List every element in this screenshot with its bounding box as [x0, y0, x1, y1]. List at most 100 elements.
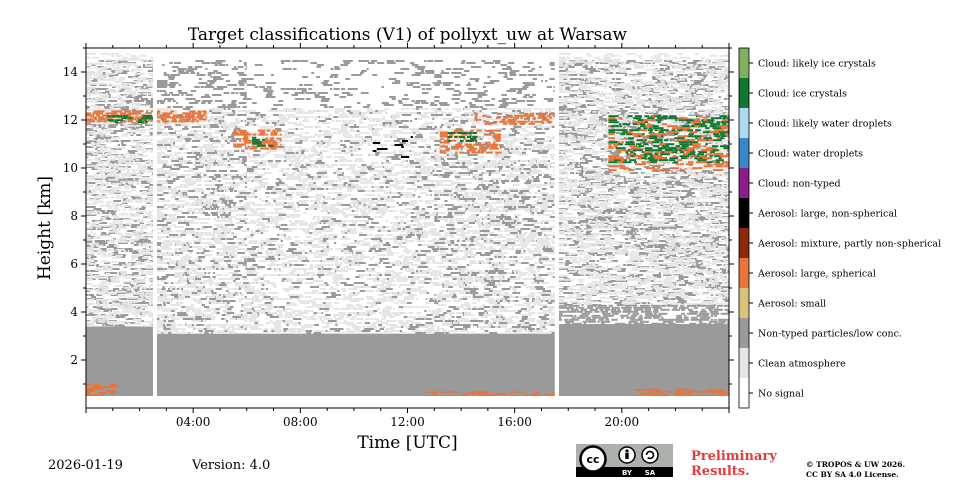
heatmap-cell [122, 84, 128, 87]
heatmap-cell [577, 222, 583, 224]
heatmap-cell [716, 264, 723, 266]
heatmap-cell [727, 320, 729, 323]
heatmap-cell [129, 240, 134, 243]
heatmap-cell [124, 320, 130, 323]
heatmap-cell [334, 108, 346, 110]
heatmap-cell [506, 208, 514, 210]
heatmap-cell [161, 94, 170, 96]
heatmap-cell [145, 102, 153, 104]
heatmap-cell [592, 316, 599, 319]
heatmap-cell [636, 182, 641, 184]
heatmap-cell [118, 242, 128, 244]
heatmap-cell [222, 114, 228, 116]
heatmap-cell [139, 286, 148, 289]
heatmap-cell [368, 274, 372, 276]
heatmap-cell [472, 324, 479, 326]
heatmap-cell [662, 182, 672, 184]
heatmap-cell [440, 112, 447, 114]
heatmap-cell [253, 154, 264, 156]
heatmap-cell [636, 230, 639, 232]
heatmap-cell [116, 304, 126, 307]
heatmap-cell [263, 90, 274, 92]
heatmap-cell [453, 90, 460, 92]
heatmap-cell [146, 236, 150, 239]
heatmap-cell [137, 164, 141, 167]
heatmap-cell [124, 218, 135, 221]
heatmap-cell [210, 140, 215, 142]
heatmap-cell [515, 312, 521, 314]
heatmap-cell [632, 120, 635, 122]
heatmap-cell [231, 92, 235, 94]
heatmap-cell [702, 170, 713, 172]
heatmap-cell [558, 152, 562, 154]
heatmap-cell [481, 108, 491, 110]
heatmap-cell [220, 330, 232, 332]
heatmap-cell [104, 194, 108, 197]
heatmap-cell [395, 122, 403, 124]
heatmap-cell [105, 272, 110, 275]
heatmap-cell [420, 250, 431, 252]
heatmap-cell [397, 100, 402, 102]
heatmap-cell [391, 196, 401, 198]
heatmap-cell [434, 82, 443, 84]
heatmap-cell [542, 248, 553, 250]
heatmap-cell [286, 250, 297, 252]
heatmap-cell [500, 190, 509, 192]
heatmap-cell [580, 80, 592, 82]
heatmap-cell [319, 220, 329, 222]
heatmap-cell [558, 280, 568, 282]
heatmap-cell [639, 304, 650, 307]
heatmap-cell [669, 226, 675, 228]
heatmap-cell [334, 94, 339, 96]
heatmap-cell [511, 98, 517, 100]
heatmap-cell [534, 132, 546, 134]
heatmap-cell [626, 60, 636, 62]
heatmap-cell [695, 104, 699, 106]
heatmap-cell [178, 84, 182, 86]
heatmap-cell [709, 286, 716, 288]
heatmap-cell [185, 162, 193, 164]
heatmap-cell [551, 332, 555, 334]
heatmap-cell [131, 254, 140, 257]
heatmap-cell [565, 102, 573, 104]
heatmap-cell [157, 304, 162, 306]
heatmap-cell [266, 314, 274, 316]
heatmap-cell [510, 232, 518, 234]
heatmap-cell [152, 68, 153, 70]
heatmap-cell [142, 214, 146, 217]
heatmap-cell [234, 190, 237, 192]
heatmap-cell [107, 266, 112, 268]
heatmap-cell [226, 238, 234, 240]
heatmap-cell [185, 228, 195, 230]
heatmap-cell [289, 264, 293, 266]
heatmap-cell [112, 256, 122, 259]
heatmap-cell [609, 64, 619, 66]
heatmap-cell [582, 156, 586, 158]
heatmap-cell [214, 300, 222, 302]
heatmap-cell [716, 134, 724, 136]
heatmap-cell [448, 306, 458, 308]
heatmap-cell [178, 190, 181, 192]
heatmap-cell [117, 158, 128, 161]
heatmap-cell [107, 140, 112, 143]
heatmap-cell [105, 318, 109, 321]
heatmap-cell [322, 302, 327, 304]
heatmap-cell [210, 62, 217, 64]
heatmap-cell [652, 306, 662, 309]
heatmap-cell [129, 206, 135, 209]
heatmap-cell [501, 182, 505, 184]
heatmap-cell [585, 318, 596, 321]
heatmap-cell [382, 116, 385, 118]
heatmap-cell [598, 318, 604, 321]
heatmap-cell [483, 322, 489, 324]
heatmap-cell [136, 320, 141, 323]
heatmap-cell [97, 82, 107, 85]
heatmap-cell [188, 66, 193, 68]
heatmap-cell [694, 250, 700, 252]
heatmap-cell [581, 294, 586, 296]
heatmap-cell [464, 284, 467, 286]
heatmap-cell [563, 78, 568, 80]
heatmap-cell [185, 98, 196, 100]
heatmap-cell [612, 312, 619, 315]
heatmap-cell [126, 62, 136, 65]
